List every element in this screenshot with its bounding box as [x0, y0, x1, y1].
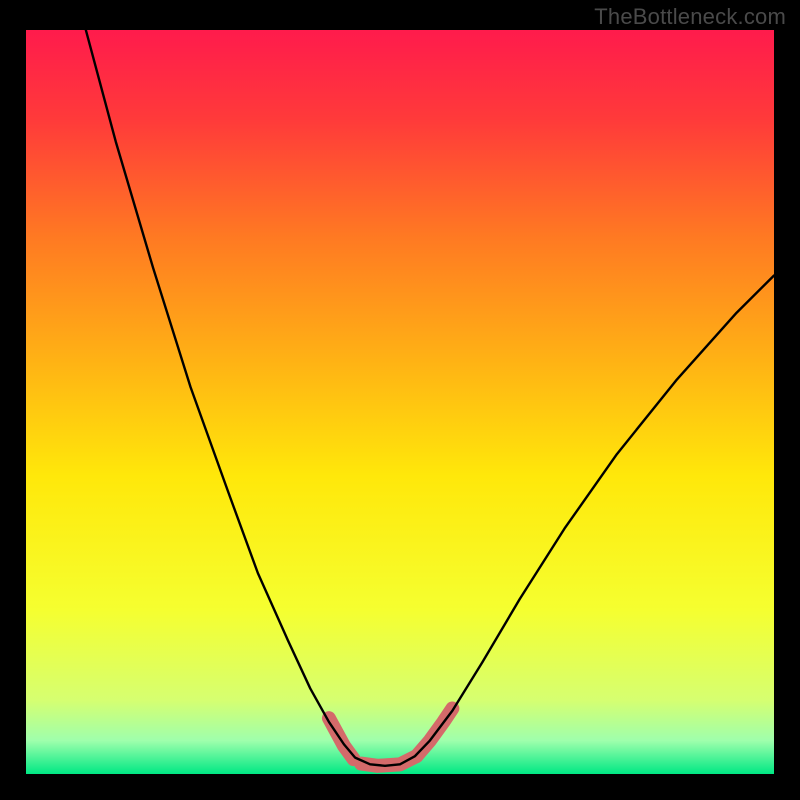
- watermark-text: TheBottleneck.com: [594, 4, 786, 30]
- bottleneck-chart: [0, 0, 800, 800]
- chart-gradient-background: [26, 30, 774, 774]
